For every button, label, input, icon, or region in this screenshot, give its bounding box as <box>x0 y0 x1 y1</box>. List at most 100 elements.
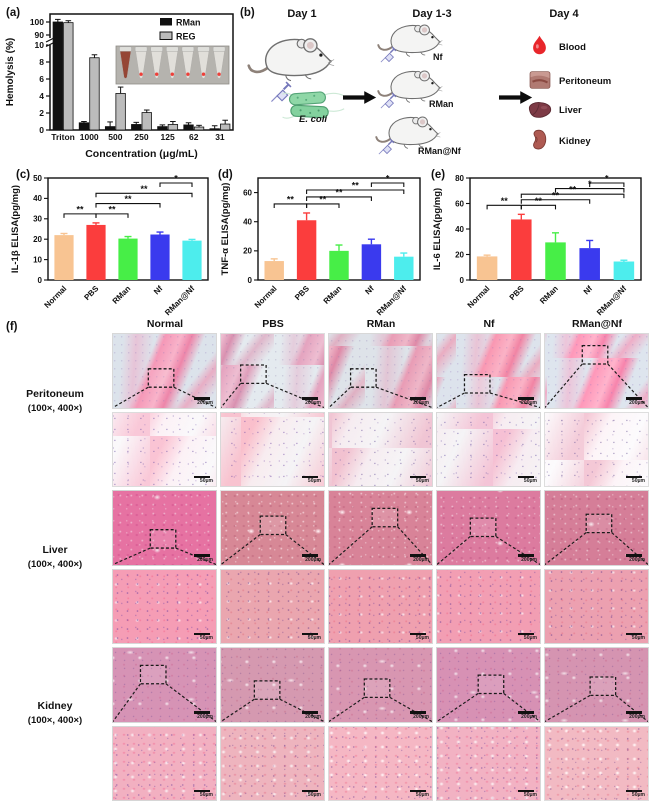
svg-text:Nf: Nf <box>152 284 165 297</box>
histology-tile-peritoneum-100×-PBS: 200μm <box>220 333 325 409</box>
bar-RMan-1000 <box>78 122 90 131</box>
bar-REG-31 <box>220 123 231 131</box>
scale-bar-label: 200μm <box>197 556 213 563</box>
svg-text:6: 6 <box>39 74 44 84</box>
svg-text:**: ** <box>501 196 509 206</box>
histology-tile-liver-400×-RMan@Nf: 50μm <box>544 568 649 644</box>
output-liver-label: Liver <box>559 105 582 116</box>
panel-d-label: (d) <box>218 169 233 181</box>
scale-bar <box>410 789 426 792</box>
rowgroup-peritoneum: Peritoneum (100×, 400×) <box>2 388 108 414</box>
svg-text:IL-6 ELISA(pg/mg): IL-6 ELISA(pg/mg) <box>432 188 443 270</box>
scale-bar-label: 50μm <box>199 635 213 641</box>
rowgroup-kidney-mag: (100×, 400×) <box>27 715 83 726</box>
mouse-rman-label: RMan <box>429 99 454 109</box>
svg-text:RMan: RMan <box>176 18 201 28</box>
panel-c-label: (c) <box>16 169 31 181</box>
bar-Nf <box>150 234 170 280</box>
svg-text:60: 60 <box>455 199 464 208</box>
svg-text:**: ** <box>76 204 84 214</box>
bar-REG-1000 <box>89 57 100 131</box>
scale-bar-label: 200μm <box>413 713 429 720</box>
scale-bar-label: 200μm <box>413 399 429 406</box>
scale-bar <box>194 632 210 635</box>
svg-text:0: 0 <box>248 276 253 285</box>
svg-text:**: ** <box>319 194 327 204</box>
scale-bar-label: 200μm <box>629 399 645 406</box>
svg-text:Nf: Nf <box>582 284 595 297</box>
histology-tile-peritoneum-100×-RMan: 200μm <box>328 333 433 409</box>
svg-text:TNF-α ELISA(pg/mg): TNF-α ELISA(pg/mg) <box>220 183 231 276</box>
svg-text:31: 31 <box>215 132 225 142</box>
scale-bar-label: 50μm <box>523 792 537 798</box>
peritoneum-icon <box>529 70 551 90</box>
magnification-callout <box>437 674 540 722</box>
bar-Nf <box>361 244 382 280</box>
scale-bar <box>518 789 534 792</box>
syringe-icon <box>379 90 399 110</box>
svg-text:100: 100 <box>30 17 44 27</box>
svg-text:RMan@Nf: RMan@Nf <box>163 284 196 317</box>
bar-RMan-31 <box>209 128 220 131</box>
svg-text:Normal: Normal <box>466 284 492 310</box>
rowgroup-liver: Liver (100×, 400×) <box>2 544 108 570</box>
svg-text:RMan@Nf: RMan@Nf <box>375 284 408 317</box>
scale-bar-label: 200μm <box>197 399 213 406</box>
histology-column-header-Nf: Nf <box>483 318 495 330</box>
scale-bar-label: 200μm <box>305 556 321 563</box>
magnification-callout <box>221 515 324 565</box>
scale-bar <box>410 397 426 400</box>
svg-text:80: 80 <box>455 174 464 183</box>
scale-bar-label: 200μm <box>197 713 213 720</box>
panel-b-label: (b) <box>240 7 255 19</box>
bar-Nf <box>579 248 600 280</box>
bar-RMan-250 <box>131 124 142 131</box>
svg-text:62: 62 <box>189 132 199 142</box>
bar-Normal <box>476 256 498 280</box>
histology-column-header-RMan: RMan <box>366 318 396 330</box>
svg-text:20: 20 <box>455 250 464 259</box>
svg-text:20: 20 <box>243 247 252 256</box>
svg-text:40: 40 <box>243 218 252 227</box>
magnification-callout <box>113 529 216 565</box>
bar-RMan@Nf <box>394 256 414 280</box>
scale-bar <box>302 397 318 400</box>
magnification-callout <box>329 507 432 565</box>
scale-bar <box>302 554 318 557</box>
histology-tile-liver-100×-RMan: 200μm <box>328 490 433 566</box>
magnification-callout <box>437 517 540 565</box>
scale-bar-label: 50μm <box>199 792 213 798</box>
scale-bar-label: 50μm <box>415 635 429 641</box>
bar-RMan-62 <box>183 124 194 131</box>
syringe-icon <box>377 136 397 156</box>
histology-tile-liver-400×-Normal: 50μm <box>112 568 217 644</box>
histology-tile-peritoneum-400×-Nf: 50μm <box>436 411 541 487</box>
svg-text:*: * <box>174 174 178 184</box>
bar-RMan <box>329 250 349 280</box>
histology-tile-kidney-400×-Nf: 50μm <box>436 725 541 801</box>
scale-bar <box>194 397 210 400</box>
histology-tile-peritoneum-100×-Normal: 200μm <box>112 333 217 409</box>
significance-brackets: ** ******** <box>486 174 625 210</box>
bar-PBS <box>86 224 106 280</box>
svg-text:Triton: Triton <box>51 132 75 142</box>
scale-bar-label: 200μm <box>521 556 537 563</box>
scale-bar-label: 200μm <box>305 713 321 720</box>
significance-brackets: ** ******* <box>63 174 193 218</box>
rowgroup-peritoneum-mag: (100×, 400×) <box>27 403 83 414</box>
liver-icon <box>527 100 553 120</box>
svg-text:Normal: Normal <box>43 284 69 310</box>
histology-tile-liver-400×-Nf: 50μm <box>436 568 541 644</box>
svg-text:RMan: RMan <box>111 284 133 306</box>
scale-bar-label: 50μm <box>199 478 213 484</box>
stage-day13-label: Day 1-3 <box>412 8 452 20</box>
svg-text:**: ** <box>569 185 577 195</box>
rowgroup-liver-mag: (100×, 400×) <box>27 559 83 570</box>
histology-column-header-Normal: Normal <box>146 318 184 330</box>
histology-tile-liver-400×-RMan: 50μm <box>328 568 433 644</box>
scale-bar-label: 200μm <box>305 399 321 406</box>
scale-bar <box>194 711 210 714</box>
svg-text:PBS: PBS <box>82 284 100 302</box>
